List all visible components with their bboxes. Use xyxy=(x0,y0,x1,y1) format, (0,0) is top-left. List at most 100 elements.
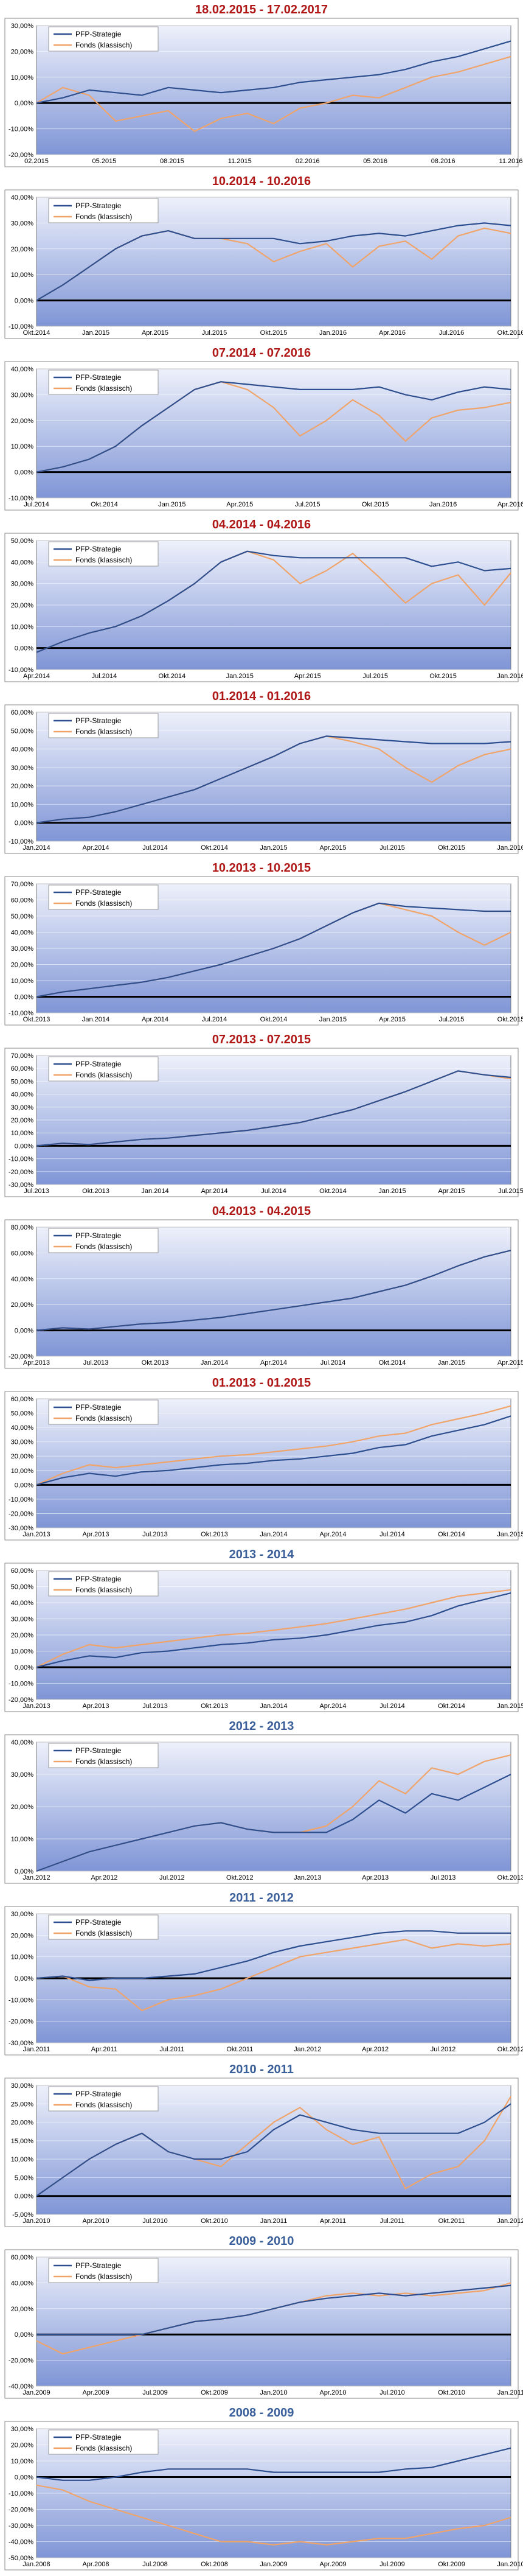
x-tick-label: Okt.2014 xyxy=(91,501,118,508)
y-tick-label: 10,00% xyxy=(11,443,34,450)
y-tick-label: 0,00% xyxy=(15,298,33,305)
x-tick-label: Okt.2014 xyxy=(23,329,50,337)
x-tick-label: Okt.2011 xyxy=(226,2046,253,2053)
chart-title: 01.2013 - 01.2015 xyxy=(212,1376,311,1390)
y-tick-label: -20,00% xyxy=(9,2507,33,2514)
y-tick-label: -30,00% xyxy=(9,1525,33,1532)
x-tick-label: Jan.2012 xyxy=(497,2217,523,2225)
legend-label-pfp: PFP-Strategie xyxy=(75,888,122,897)
x-tick-label: Apr.2014 xyxy=(260,1359,287,1367)
legend-label-pfp: PFP-Strategie xyxy=(75,2090,122,2098)
x-tick-label: Apr.2013 xyxy=(82,1531,109,1538)
legend-label-pfp: PFP-Strategie xyxy=(75,1403,122,1412)
x-tick-label: 08.2015 xyxy=(160,158,184,165)
x-tick-label: Apr.2010 xyxy=(319,2389,346,2396)
y-tick-label: 40,00% xyxy=(11,1600,34,1607)
legend-box xyxy=(48,26,159,52)
y-tick-label: 15,00% xyxy=(11,2138,34,2145)
x-tick-label: Okt.2014 xyxy=(159,673,186,680)
chart-title: 2013 - 2014 xyxy=(229,1548,294,1561)
x-tick-label: 02.2015 xyxy=(24,158,49,165)
y-tick-label: -10,00% xyxy=(9,1681,33,1688)
y-tick-label: 0,00% xyxy=(15,100,33,107)
y-tick-label: -40,00% xyxy=(9,2539,33,2546)
x-tick-label: Apr.2014 xyxy=(319,1531,346,1538)
series-line-pfp xyxy=(36,2447,511,2481)
y-tick-label: 0,00% xyxy=(15,1868,33,1875)
chart-panel: 80,00% 60,00% 40,00% 20,00% 0,00% -20,00% Apr.… xyxy=(0,1202,523,1373)
x-tick-label: Jul.2013 xyxy=(142,1531,168,1538)
chart-panel: 30,00% 25,00% 20,00% 15,00% 10,00% 5,00% 0,00%… xyxy=(0,2060,523,2231)
legend-label-fonds: Fonds (klassisch) xyxy=(75,1757,132,1766)
series-line-pfp xyxy=(36,735,511,824)
legend-label-pfp: PFP-Strategie xyxy=(75,1575,122,1583)
y-tick-label: 30,00% xyxy=(11,2082,34,2090)
x-tick-label: Okt.2015 xyxy=(497,1016,523,1023)
y-tick-label: -10,00% xyxy=(9,1496,33,1503)
chart-svg: 40,00% 30,00% 20,00% 10,00% 0,00%Jan.2012 Apr… xyxy=(4,1734,523,1884)
chart-svg: 60,00% 50,00% 40,00% 30,00% 20,00% 10,00% 0,00… xyxy=(4,704,523,854)
x-tick-label: 02.2016 xyxy=(296,158,320,165)
chart-title: 2010 - 2011 xyxy=(229,2063,294,2076)
y-tick-label: 20,00% xyxy=(11,2119,34,2127)
x-tick-label: Jan.2013 xyxy=(294,1874,321,1881)
series-line-pfp xyxy=(36,1250,511,1331)
x-tick-label: Apr.2013 xyxy=(82,1703,109,1710)
y-tick-label: 0,00% xyxy=(15,1482,33,1489)
chart-svg: 60,00% 50,00% 40,00% 30,00% 20,00% 10,00% 0,00… xyxy=(4,1563,523,1712)
y-tick-label: 10,00% xyxy=(11,2156,34,2163)
x-tick-label: Apr.2015 xyxy=(497,1359,523,1367)
y-tick-label: -20,00% xyxy=(9,1169,33,1176)
series-line-pfp xyxy=(36,1774,511,1872)
y-tick-label: 60,00% xyxy=(11,1065,34,1073)
y-tick-label: 60,00% xyxy=(11,709,34,716)
y-tick-label: 50,00% xyxy=(11,537,34,545)
y-tick-label: 60,00% xyxy=(11,2254,34,2261)
y-tick-label: -10,00% xyxy=(9,667,33,674)
chart-panel: 70,00% 60,00% 50,00% 40,00% 30,00% 20,00% 10,0… xyxy=(0,1030,523,1202)
series-line-fonds xyxy=(36,55,511,132)
series-line-fonds xyxy=(36,1589,511,1668)
chart-svg: 80,00%60,00%40,00%20,00%0,00%-20,00%Apr.… xyxy=(4,1219,523,1369)
y-tick-label: 30,00% xyxy=(11,765,34,772)
x-tick-label: Jul.2014 xyxy=(379,1703,405,1710)
legend-label-pfp: PFP-Strategie xyxy=(75,545,122,553)
y-tick-label: 10,00% xyxy=(11,1954,34,1961)
x-tick-label: Apr.2009 xyxy=(82,2389,109,2396)
x-tick-label: Apr.2014 xyxy=(23,673,50,680)
chart-panel: 30,00% 20,00% 10,00% 0,00% -10,00% -20,00% -30… xyxy=(0,2403,523,2575)
x-tick-label: 11.2015 xyxy=(228,158,252,165)
x-tick-label: Apr.2012 xyxy=(91,1874,117,1881)
legend-box xyxy=(48,369,159,395)
x-tick-label: Jul.2014 xyxy=(142,844,168,852)
series-line-pfp xyxy=(36,1415,511,1486)
y-tick-label: -20,00% xyxy=(9,1510,33,1517)
legend-label-pfp: PFP-Strategie xyxy=(75,1918,122,1927)
x-tick-label: Okt.2013 xyxy=(201,1703,228,1710)
x-tick-label: Jan.2015 xyxy=(497,1531,523,1538)
legend-box xyxy=(48,1228,159,1253)
chart-svg: 30,00% 20,00% 10,00% 0,00% -10,00% -20,00% -30… xyxy=(4,1906,523,2056)
y-tick-label: 10,00% xyxy=(11,1468,34,1475)
legend-label-pfp: PFP-Strategie xyxy=(75,373,122,382)
y-tick-label: -20,00% xyxy=(9,152,33,159)
x-tick-label: Okt.2015 xyxy=(362,501,389,508)
legend-box xyxy=(48,713,159,738)
x-tick-label: Okt.2014 xyxy=(379,1359,406,1367)
y-tick-label: -20,00% xyxy=(9,2357,33,2365)
x-tick-label: Jul.2009 xyxy=(379,2561,405,2568)
y-tick-label: 25,00% xyxy=(11,2101,34,2108)
x-tick-label: Jul.2016 xyxy=(439,329,465,337)
chart-panel: 40,00% 30,00% 20,00% 10,00% 0,00% -10,00% Okt.… xyxy=(0,172,523,343)
chart-panel: 40,00% 30,00% 20,00% 10,00% 0,00% -10,00% Jul.… xyxy=(0,343,523,515)
x-tick-label: Jan.2015 xyxy=(319,1016,347,1023)
legend-label-pfp: PFP-Strategie xyxy=(75,1746,122,1755)
chart-title: 2011 - 2012 xyxy=(229,1891,294,1905)
x-tick-label: Okt.2011 xyxy=(438,2217,465,2225)
y-tick-label: 10,00% xyxy=(11,271,34,279)
x-tick-label: Jan.2016 xyxy=(319,329,347,337)
x-tick-label: Okt.2013 xyxy=(497,1874,523,1881)
x-tick-label: Jan.2011 xyxy=(23,2046,50,2053)
y-tick-label: 70,00% xyxy=(11,881,34,888)
legend-label-pfp: PFP-Strategie xyxy=(75,2261,122,2270)
